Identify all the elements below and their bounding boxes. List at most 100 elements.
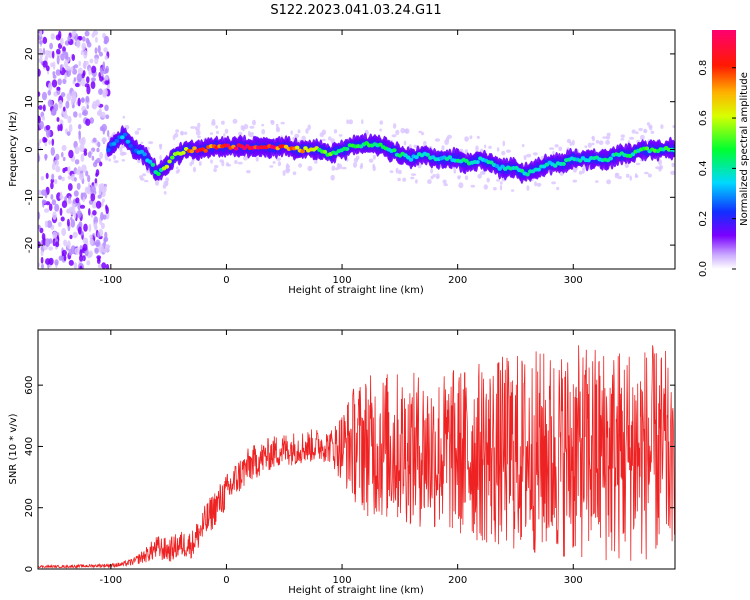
noise-dot bbox=[66, 208, 71, 214]
noise-dot bbox=[102, 61, 106, 71]
noise-dot bbox=[71, 90, 77, 100]
noise-dot bbox=[92, 210, 97, 216]
noise-dot bbox=[39, 138, 42, 144]
y-tick-label: 600 bbox=[24, 376, 35, 395]
ridge-halo-dot bbox=[237, 161, 243, 165]
noise-dot bbox=[84, 30, 90, 37]
ridge-halo-dot bbox=[534, 181, 537, 187]
noise-dot bbox=[103, 47, 108, 53]
noise-dot bbox=[74, 247, 80, 256]
ridge-peak bbox=[536, 167, 541, 172]
colorbar-tick-label: 0.6 bbox=[698, 110, 709, 126]
noise-dot bbox=[45, 172, 49, 179]
colorbar-tick-label: 0.2 bbox=[698, 211, 709, 227]
noise-dot bbox=[61, 144, 67, 152]
noise-dot bbox=[56, 55, 60, 65]
ridge-halo-dot bbox=[591, 136, 594, 140]
spectrogram-y-ticks: -20 -10 0 10 20 bbox=[24, 48, 675, 253]
noise-dot bbox=[69, 234, 73, 240]
x-tick-label: 300 bbox=[564, 275, 583, 286]
ridge-halo-dot bbox=[159, 155, 162, 160]
x-tick-label: 200 bbox=[448, 275, 467, 286]
noise-dot bbox=[62, 167, 66, 173]
noise-dot bbox=[49, 42, 53, 50]
ridge-halo-dot bbox=[249, 134, 254, 138]
noise-dot bbox=[42, 47, 46, 56]
noise-dot bbox=[41, 91, 48, 101]
ridge-peak bbox=[150, 162, 156, 167]
ridge-halo-dot bbox=[499, 184, 503, 191]
noise-dot bbox=[58, 30, 62, 39]
noise-dot bbox=[51, 138, 55, 146]
noise-dot bbox=[70, 66, 74, 73]
noise-dot bbox=[101, 198, 105, 203]
colorbar-ticks: 0.0 0.2 0.4 0.6 0.8 bbox=[698, 60, 736, 277]
noise-dot bbox=[67, 175, 72, 180]
ridge-halo-dot bbox=[290, 130, 293, 135]
y-tick-label: 200 bbox=[24, 498, 35, 517]
noise-dot bbox=[82, 61, 87, 69]
noise-dot bbox=[41, 189, 47, 196]
ridge-halo-dot bbox=[140, 141, 144, 145]
noise-dot bbox=[104, 244, 110, 253]
noise-dot bbox=[51, 79, 58, 88]
ridge-halo-dot bbox=[189, 162, 193, 167]
snr-y-ticks: 0 200 400 600 bbox=[24, 376, 675, 572]
noise-dot bbox=[38, 91, 41, 97]
colorbar-label: Normalized spectral amplitude bbox=[739, 72, 750, 226]
x-tick-label: 100 bbox=[333, 575, 352, 586]
snr-x-ticks: -100 0 100 200 300 bbox=[99, 330, 583, 586]
noise-dot bbox=[67, 183, 73, 191]
ridge-halo-dot bbox=[294, 133, 300, 138]
noise-dot bbox=[38, 211, 41, 221]
ridge-halo-dot bbox=[483, 184, 488, 190]
ridge-halo-dot bbox=[578, 170, 583, 175]
ridge-halo-dot bbox=[457, 175, 462, 179]
noise-dot bbox=[58, 175, 62, 180]
noise-dot bbox=[46, 220, 53, 229]
spectral-ridge bbox=[106, 115, 675, 195]
noise-dot bbox=[81, 164, 87, 173]
noise-dot bbox=[104, 80, 110, 85]
ridge-halo-dot bbox=[282, 170, 286, 176]
x-tick-label: 0 bbox=[223, 275, 229, 286]
noise-dot bbox=[95, 172, 99, 177]
ridge-halo-dot bbox=[305, 128, 309, 134]
ridge-halo-dot bbox=[352, 161, 358, 168]
ridge-halo-dot bbox=[334, 167, 339, 171]
ridge-halo-dot bbox=[635, 162, 641, 166]
ridge-halo-dot bbox=[223, 133, 226, 137]
ridge-halo-dot bbox=[493, 187, 497, 191]
ridge-halo-dot bbox=[137, 128, 141, 131]
ridge-halo-dot bbox=[183, 131, 188, 135]
ridge-peak bbox=[203, 148, 208, 153]
noise-dot bbox=[70, 173, 75, 182]
noise-dot bbox=[95, 200, 102, 209]
ridge-halo-dot bbox=[404, 128, 410, 135]
ridge-halo-dot bbox=[430, 175, 434, 180]
ridge-halo-dot bbox=[261, 123, 265, 127]
noise-dot bbox=[76, 73, 83, 82]
ridge-halo-dot bbox=[499, 181, 503, 185]
ridge-halo-dot bbox=[403, 140, 407, 146]
noise-dot bbox=[61, 176, 65, 182]
noise-dot bbox=[99, 161, 103, 167]
ridge-halo-dot bbox=[314, 159, 318, 164]
ridge-peak bbox=[181, 150, 186, 155]
ridge-halo-dot bbox=[598, 140, 604, 145]
noise-dot bbox=[39, 120, 44, 130]
ridge-halo-dot bbox=[582, 167, 585, 170]
ridge-halo-dot bbox=[216, 130, 219, 135]
ridge-halo-dot bbox=[209, 132, 214, 135]
noise-dot bbox=[73, 190, 79, 197]
noise-dot bbox=[42, 60, 48, 68]
ridge-halo-dot bbox=[660, 124, 664, 129]
ridge-halo-dot bbox=[672, 125, 675, 128]
noise-dot bbox=[61, 249, 67, 256]
ridge-halo-dot bbox=[211, 121, 216, 126]
noise-dot bbox=[106, 84, 110, 89]
noise-dot bbox=[94, 57, 99, 65]
noise-dot bbox=[39, 40, 43, 45]
ridge-peak bbox=[111, 141, 117, 146]
